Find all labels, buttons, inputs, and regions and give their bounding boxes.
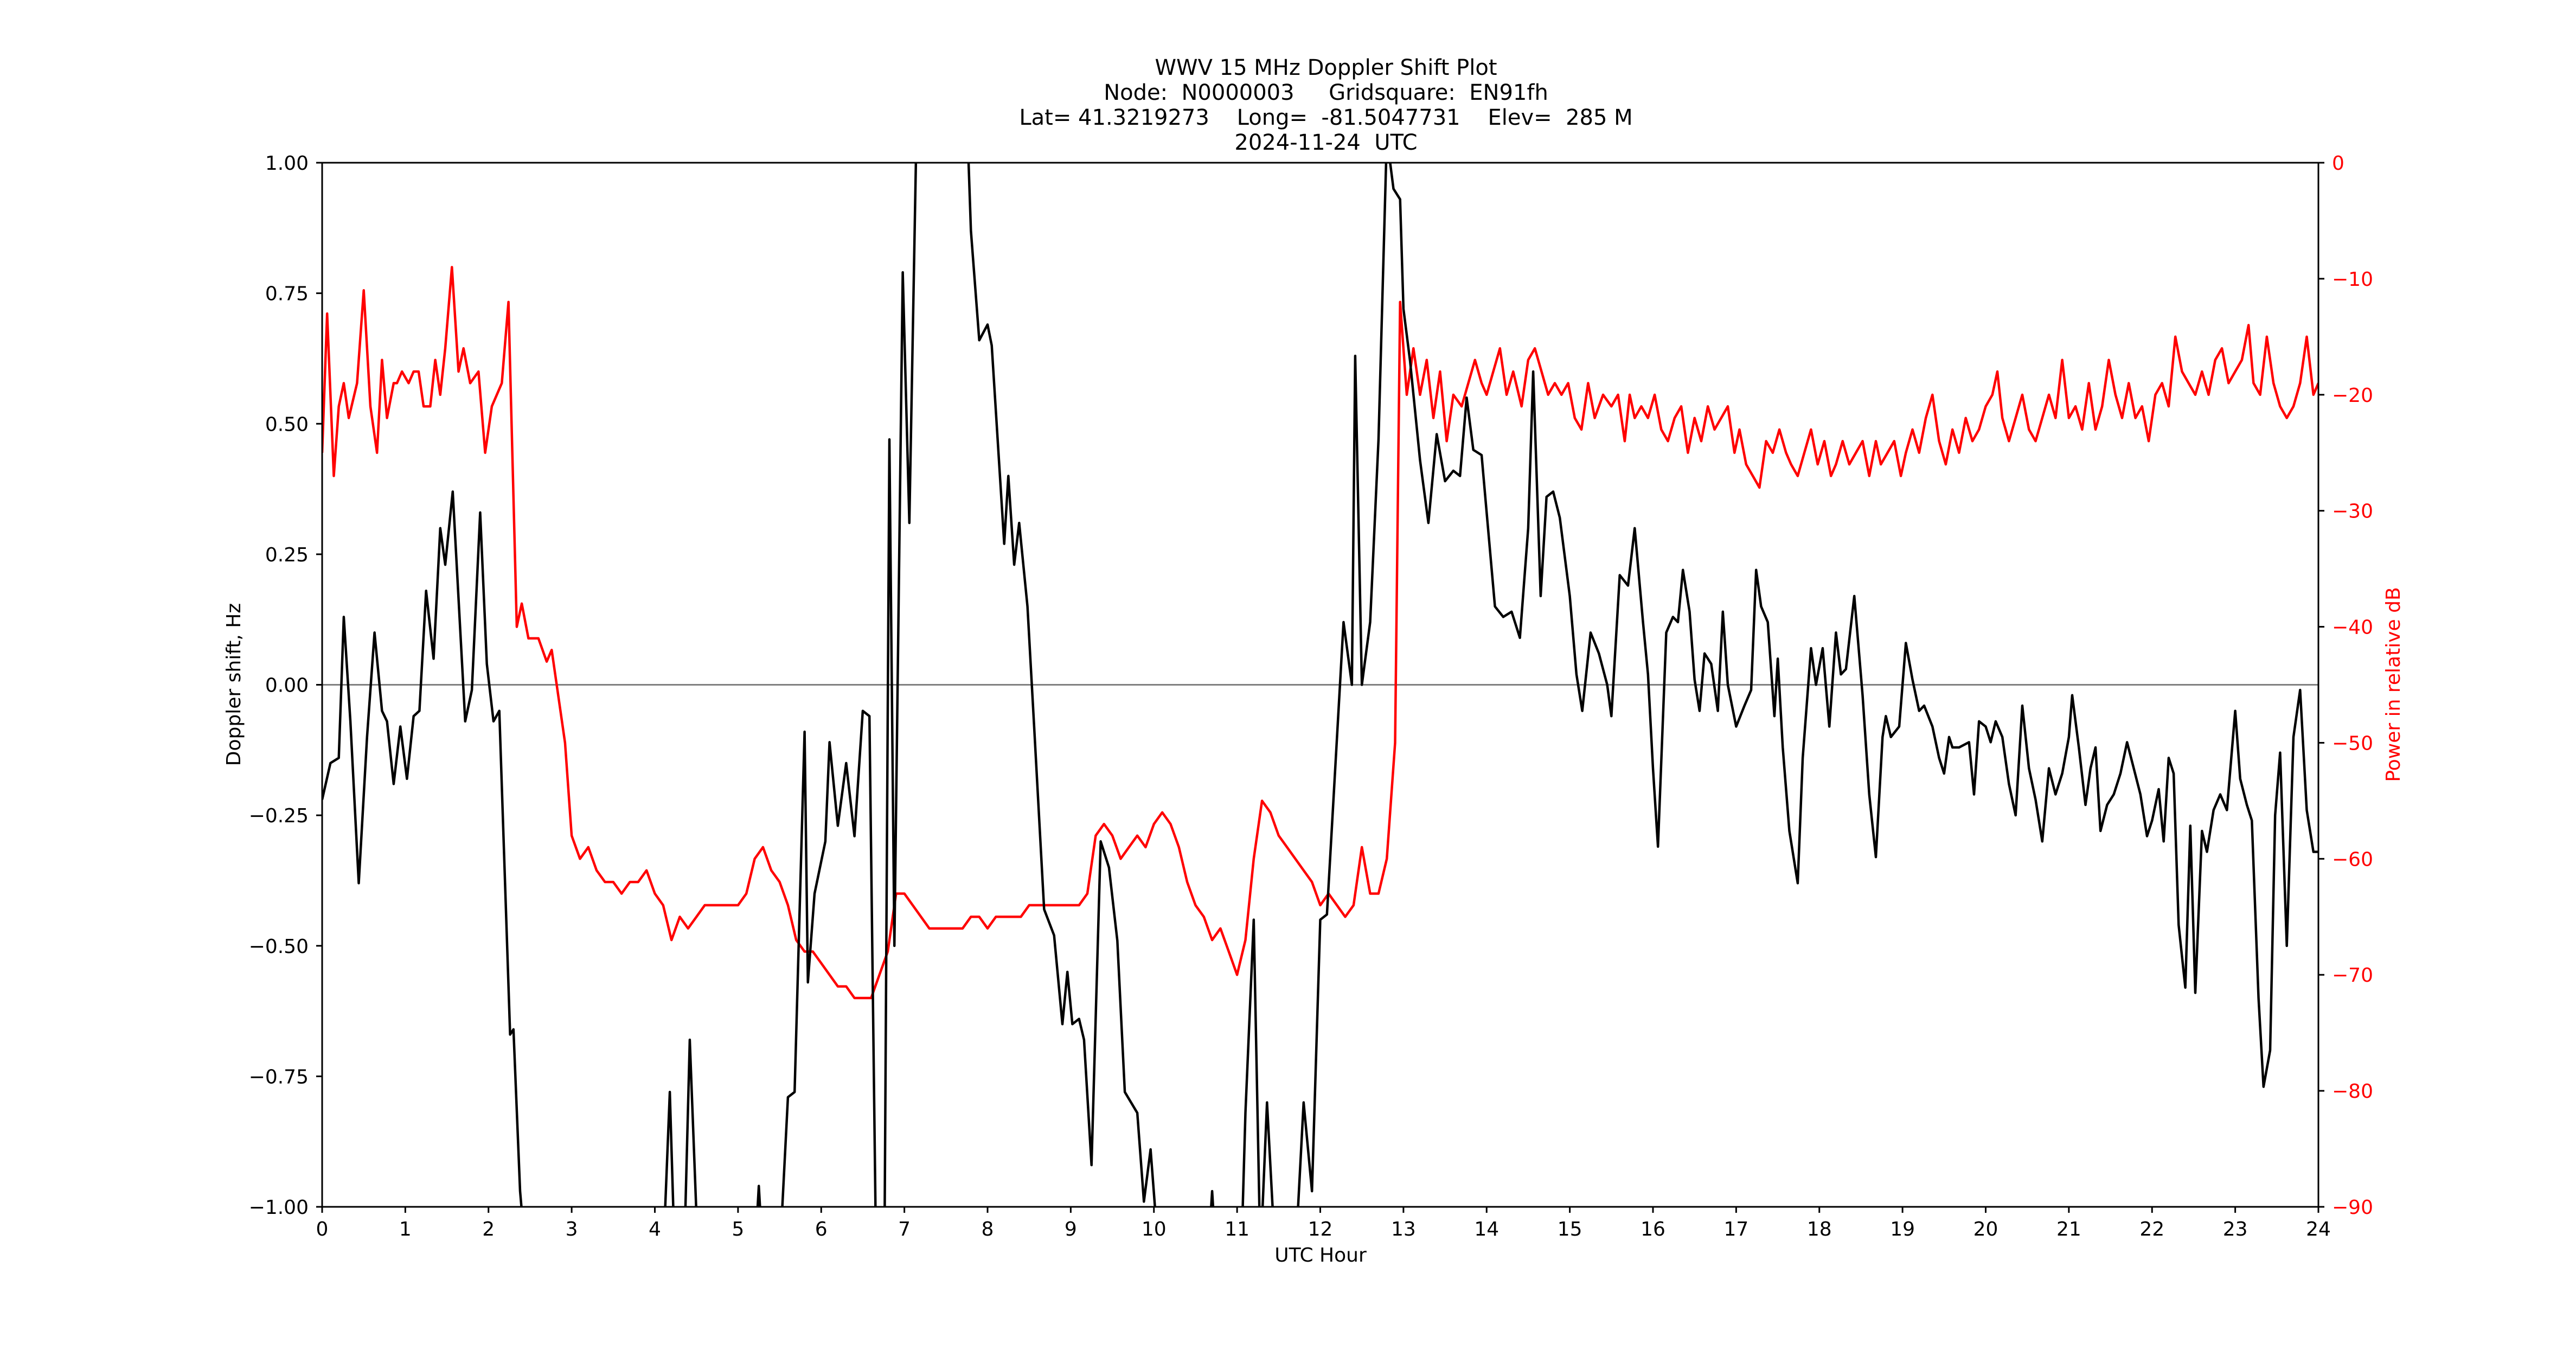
y-axis-left-ticks: 1.00 0.75 0.50 0.25 0.00 −0.25 −0.50 −0.75 −1.00 (249, 152, 322, 1219)
x-tick-label: 8 (982, 1218, 994, 1240)
x-tick-label: 12 (1308, 1218, 1333, 1240)
chart-subtitle-date: 2024-11-24 UTC (1234, 130, 1417, 155)
x-tick-label: 11 (1225, 1218, 1249, 1240)
y-tick-label: 0.00 (265, 675, 309, 697)
chart-title-block: WWV 15 MHz Doppler Shift Plot Node: N000… (1019, 55, 1632, 155)
x-tick-label: 10 (1142, 1218, 1167, 1240)
x-axis-ticks: 0 1 2 3 4 5 6 7 8 9 10 11 12 13 14 15 16 17 18 19 20 21 22 23 24 (316, 1207, 2331, 1240)
y-right-tick-label: 0 (2332, 152, 2344, 175)
y-axis-left-label: Doppler shift, Hz (223, 603, 245, 766)
y-tick-label: 0.25 (265, 544, 309, 566)
y-tick-label: −0.50 (249, 936, 309, 958)
y-right-tick-label: −50 (2332, 732, 2373, 754)
y-right-tick-label: −70 (2332, 964, 2373, 987)
doppler-series-line (322, 163, 2318, 1207)
power-series-line (322, 266, 2318, 1000)
x-tick-label: 5 (732, 1218, 744, 1240)
x-tick-label: 7 (898, 1218, 911, 1240)
y-right-tick-label: −30 (2332, 501, 2373, 523)
y-tick-label: −0.75 (249, 1066, 309, 1088)
x-tick-label: 24 (2306, 1218, 2331, 1240)
x-tick-label: 15 (1558, 1218, 1582, 1240)
chart-subtitle-node: Node: N0000003 Gridsquare: EN91fh (1104, 80, 1548, 105)
x-tick-label: 20 (1973, 1218, 1998, 1240)
x-tick-label: 2 (482, 1218, 495, 1240)
x-tick-label: 22 (2139, 1218, 2164, 1240)
y-axis-right-ticks: 0 −10 −20 −30 −40 −50 −60 −70 −80 −90 (2318, 152, 2373, 1219)
y-right-tick-label: −40 (2332, 617, 2373, 639)
y-tick-label: 1.00 (265, 152, 309, 175)
x-tick-label: 16 (1641, 1218, 1665, 1240)
x-tick-label: 6 (815, 1218, 828, 1240)
y-right-tick-label: −80 (2332, 1080, 2373, 1103)
x-tick-label: 13 (1391, 1218, 1416, 1240)
y-tick-label: −1.00 (249, 1197, 309, 1219)
chart-title: WWV 15 MHz Doppler Shift Plot (1155, 55, 1497, 80)
y-right-tick-label: −60 (2332, 848, 2373, 871)
x-tick-label: 17 (1723, 1218, 1748, 1240)
x-tick-label: 4 (649, 1218, 661, 1240)
x-axis-label: UTC Hour (1274, 1244, 1367, 1267)
x-tick-label: 3 (566, 1218, 578, 1240)
x-tick-label: 18 (1807, 1218, 1832, 1240)
x-tick-label: 14 (1474, 1218, 1499, 1240)
y-right-tick-label: −10 (2332, 268, 2373, 291)
x-tick-label: 1 (399, 1218, 412, 1240)
x-tick-label: 21 (2056, 1218, 2081, 1240)
x-tick-label: 0 (316, 1218, 329, 1240)
x-tick-label: 23 (2223, 1218, 2248, 1240)
y-tick-label: 0.50 (265, 413, 309, 436)
y-tick-label: 0.75 (265, 283, 309, 305)
y-right-tick-label: −20 (2332, 385, 2373, 407)
x-tick-label: 9 (1065, 1218, 1077, 1240)
x-tick-label: 19 (1890, 1218, 1915, 1240)
y-tick-label: −0.25 (249, 805, 309, 827)
y-right-tick-label: −90 (2332, 1197, 2373, 1219)
y-axis-right-label: Power in relative dB (2382, 587, 2405, 782)
chart-subtitle-location: Lat= 41.3219273 Long= -81.5047731 Elev= … (1019, 105, 1632, 130)
